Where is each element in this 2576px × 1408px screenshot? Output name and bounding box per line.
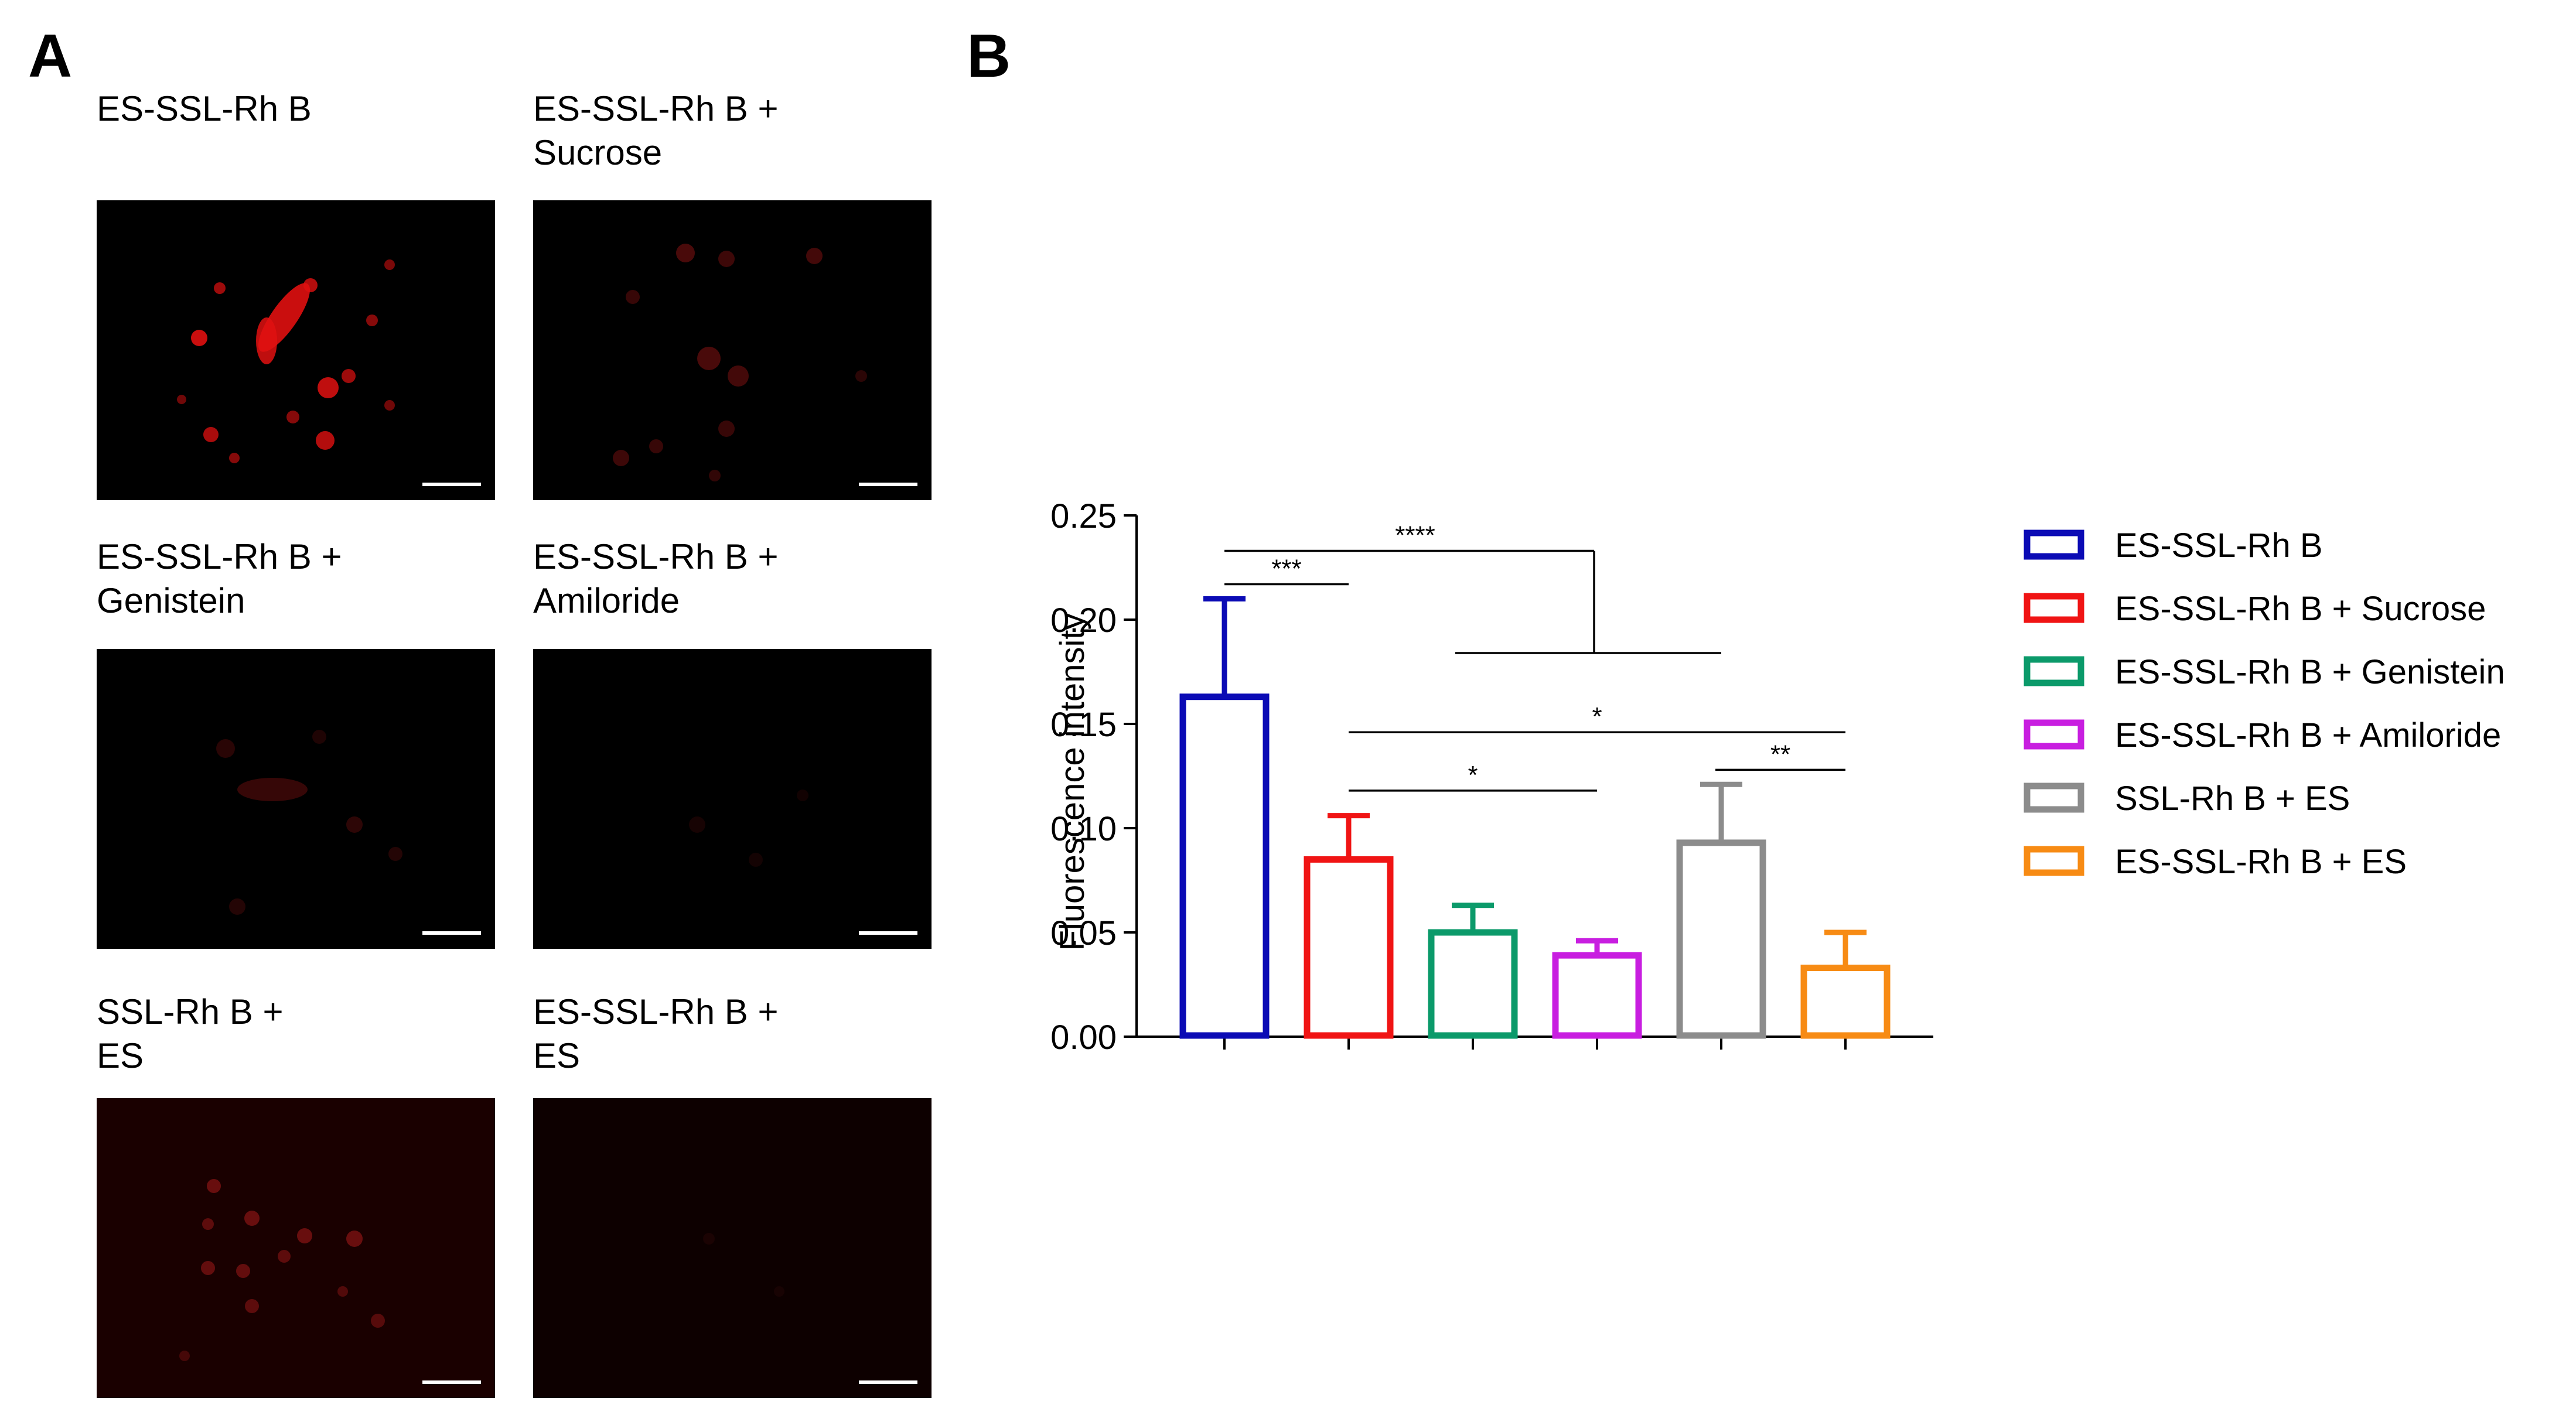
micrograph-label: ES-SSL-Rh B + ES	[533, 992, 779, 1075]
panel-a-letter: A	[28, 22, 73, 90]
bar	[1179, 693, 1270, 1039]
significance-bracket-label: *	[1592, 702, 1602, 731]
micrograph-label: ES-SSL-Rh B + Genistein	[97, 537, 342, 620]
significance-bracket-label: *	[1468, 761, 1478, 790]
legend-swatch	[2024, 529, 2084, 560]
bar	[1552, 952, 1642, 1039]
bar	[1800, 965, 1891, 1039]
y-tick-label: 0.00	[1050, 1019, 1117, 1057]
legend-swatch	[2024, 656, 2084, 686]
significance-bracket-label: ****	[1395, 521, 1435, 550]
y-tick-label: 0.10	[1050, 810, 1117, 848]
bar	[1304, 856, 1394, 1039]
fluorescence-image	[177, 259, 395, 463]
significance-bracket-label: ***	[1271, 554, 1301, 583]
micrograph-label: ES-SSL-Rh B + Sucrose	[533, 89, 779, 172]
fluorescence-image	[613, 244, 867, 481]
legend-swatch	[2024, 719, 2084, 750]
y-tick-label: 0.05	[1050, 914, 1117, 952]
scale-bar	[422, 483, 481, 486]
bar	[1676, 839, 1766, 1039]
scale-bar	[859, 931, 917, 935]
legend-swatch	[2024, 593, 2084, 623]
scale-bar	[422, 1380, 481, 1384]
legend-label: ES-SSL-Rh B	[2115, 527, 2323, 565]
fluorescence-image	[703, 1233, 784, 1297]
significance-bracket-label: **	[1770, 740, 1790, 768]
micrograph-image	[533, 649, 932, 949]
micrograph-image	[533, 200, 932, 500]
fluorescence-image	[689, 790, 808, 867]
legend-label: ES-SSL-Rh B + ES	[2115, 843, 2407, 881]
micrograph-image	[533, 1098, 932, 1398]
y-tick-label: 0.15	[1050, 706, 1117, 744]
scale-bar	[859, 1380, 917, 1384]
micrograph-label: ES-SSL-Rh B + Amiloride	[533, 537, 779, 620]
bar	[1428, 929, 1518, 1039]
legend-label: ES-SSL-Rh B + Genistein	[2115, 653, 2505, 691]
scale-bar	[859, 483, 917, 486]
bar-chart: 0.00 0.05 0.10 0.15 0.20 0.25 Fluorescence int…	[1050, 497, 2505, 1057]
legend-swatch	[2024, 846, 2084, 876]
panel-b-letter: B	[967, 22, 1011, 90]
micrograph-label: ES-SSL-Rh B	[97, 89, 312, 128]
legend-swatch	[2024, 782, 2084, 813]
legend-label: ES-SSL-Rh B + Amiloride	[2115, 716, 2501, 754]
fluorescence-image	[179, 1179, 385, 1361]
y-axis-label: Fluorescence intensity	[1053, 613, 1091, 951]
legend-label: SSL-Rh B + ES	[2115, 780, 2350, 818]
micrograph-image	[97, 649, 495, 949]
fluorescence-image	[216, 730, 402, 915]
scale-bar	[422, 931, 481, 935]
y-tick-label: 0.25	[1050, 497, 1117, 535]
micrograph-image	[97, 200, 495, 500]
micrograph-label: SSL-Rh B + ES	[97, 992, 284, 1075]
legend-label: ES-SSL-Rh B + Sucrose	[2115, 590, 2486, 628]
micrograph-image	[97, 1098, 495, 1398]
y-tick-label: 0.20	[1050, 602, 1117, 640]
